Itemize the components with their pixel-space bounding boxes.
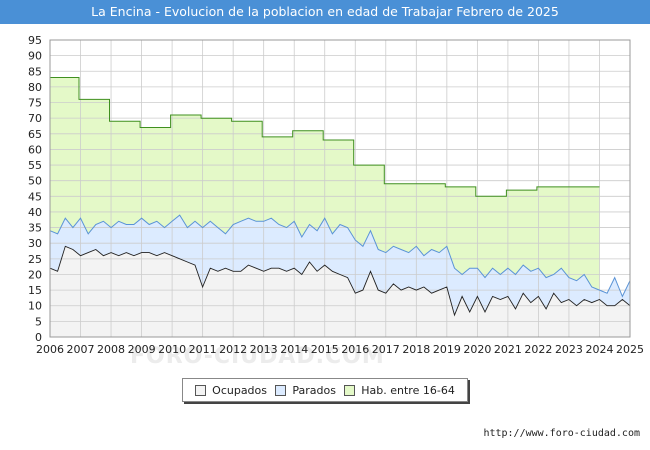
parados-line — [49, 214, 631, 298]
hab-line — [50, 77, 600, 197]
y-tick-label: 85 — [28, 65, 42, 78]
legend-label-parados: Parados — [292, 383, 336, 397]
y-tick-label: 25 — [28, 253, 42, 266]
chart-title: La Encina - Evolucion de la poblacion en… — [0, 0, 650, 24]
x-tick-label: 2016 — [341, 343, 369, 356]
ocupados-area — [50, 246, 630, 337]
legend: Ocupados Parados Hab. entre 16-64 — [182, 378, 468, 402]
y-tick-label: 45 — [28, 190, 42, 203]
x-tick-label: 2006 — [36, 343, 64, 356]
y-tick-label: 10 — [28, 300, 42, 313]
x-tick-label: 2019 — [433, 343, 461, 356]
y-tick-label: 65 — [28, 128, 42, 141]
x-tick-label: 2010 — [158, 343, 186, 356]
y-tick-label: 90 — [28, 50, 42, 63]
y-tick-label: 55 — [28, 159, 42, 172]
source-url: http://www.foro-ciudad.com — [483, 428, 640, 439]
x-tick-label: 2024 — [585, 343, 613, 356]
legend-item-hab: Hab. entre 16-64 — [344, 384, 455, 397]
y-tick-label: 95 — [28, 34, 42, 47]
y-tick-label: 75 — [28, 97, 42, 110]
y-tick-label: 50 — [28, 175, 42, 188]
legend-label-hab: Hab. entre 16-64 — [361, 383, 455, 397]
plot-border — [49, 39, 631, 338]
y-tick-label: 80 — [28, 81, 42, 94]
x-tick-label: 2020 — [463, 343, 491, 356]
x-tick-label: 2012 — [219, 343, 247, 356]
legend-label-ocupados: Ocupados — [212, 383, 268, 397]
x-tick-label: 2011 — [189, 343, 217, 356]
legend-item-parados: Parados — [275, 384, 336, 397]
y-tick-label: 5 — [35, 315, 42, 328]
legend-item-ocupados: Ocupados — [195, 384, 267, 397]
x-tick-label: 2007 — [67, 343, 95, 356]
watermark: FORO-CIUDAD.COM — [130, 344, 385, 369]
y-tick-label: 0 — [35, 331, 42, 344]
x-tick-label: 2021 — [494, 343, 522, 356]
x-tick-label: 2014 — [280, 343, 308, 356]
x-tick-label: 2018 — [402, 343, 430, 356]
ocupados-line — [49, 245, 631, 317]
y-tick-label: 40 — [28, 206, 42, 219]
x-tick-label: 2013 — [250, 343, 278, 356]
x-tick-label: 2022 — [524, 343, 552, 356]
x-tick-label: 2008 — [97, 343, 125, 356]
y-tick-label: 60 — [28, 143, 42, 156]
y-tick-label: 70 — [28, 112, 42, 125]
y-tick-label: 20 — [28, 268, 42, 281]
y-tick-label: 35 — [28, 222, 42, 235]
x-tick-label: 2017 — [372, 343, 400, 356]
x-tick-label: 2015 — [311, 343, 339, 356]
x-tick-label: 2025 — [616, 343, 644, 356]
legend-swatch-parados — [275, 384, 287, 396]
y-tick-label: 15 — [28, 284, 42, 297]
x-tick-label: 2009 — [128, 343, 156, 356]
x-tick-label: 2023 — [555, 343, 583, 356]
legend-swatch-hab — [344, 384, 356, 396]
legend-swatch-ocupados — [195, 384, 207, 396]
y-tick-label: 30 — [28, 237, 42, 250]
